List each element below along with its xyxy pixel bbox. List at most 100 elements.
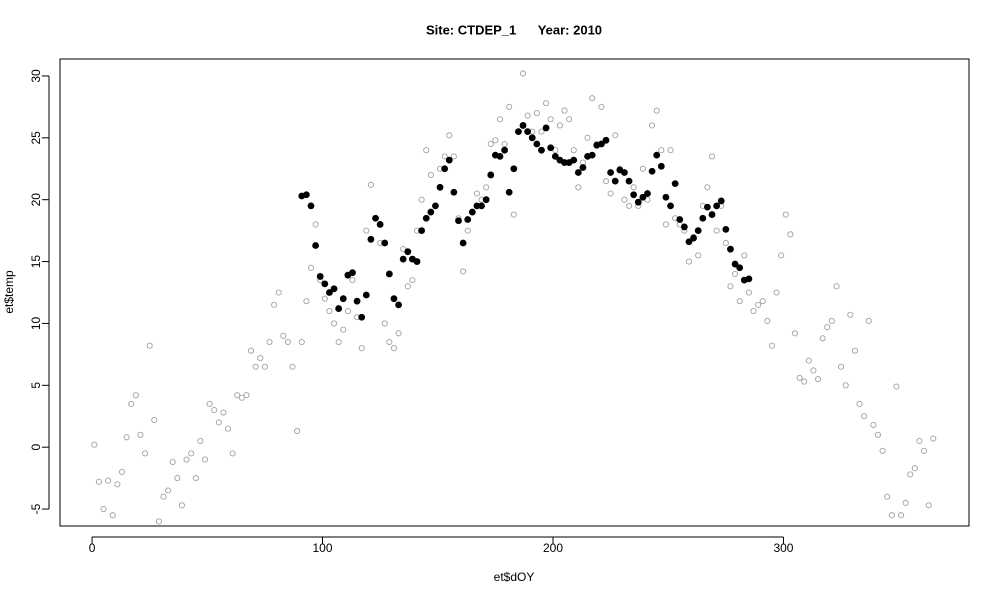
data-point [358, 313, 366, 321]
data-point [201, 456, 209, 463]
data-point [653, 151, 661, 159]
data-point [146, 342, 153, 349]
data-point [114, 481, 121, 488]
data-point [731, 260, 739, 268]
data-point [708, 153, 716, 160]
data-point [390, 345, 398, 352]
data-point [446, 132, 453, 139]
data-point [275, 289, 282, 296]
data-point [436, 183, 444, 191]
data-point [713, 227, 720, 234]
data-point [307, 264, 315, 271]
data-point [649, 122, 656, 129]
data-point [492, 137, 499, 144]
y-axis-label: et$temp [2, 270, 16, 314]
data-point [506, 103, 513, 110]
data-point [745, 289, 752, 296]
data-point [312, 221, 319, 228]
data-point [473, 190, 480, 197]
data-point [538, 128, 545, 135]
data-point [589, 95, 596, 102]
data-point [450, 153, 457, 160]
data-point [399, 255, 407, 263]
data-point [870, 421, 877, 428]
data-point [128, 400, 135, 407]
data-point [316, 273, 324, 280]
data-point [155, 518, 162, 525]
data-point [685, 258, 693, 265]
data-point [234, 392, 241, 399]
data-point [381, 239, 389, 247]
data-point [188, 450, 195, 457]
data-point [211, 407, 218, 414]
data-point [644, 190, 651, 197]
data-point [648, 167, 656, 175]
data-point [847, 311, 854, 318]
data-point [478, 202, 485, 210]
data-point [621, 196, 628, 203]
data-point [575, 184, 582, 191]
data-point [607, 190, 614, 197]
data-point [496, 116, 504, 123]
data-point [727, 283, 734, 290]
data-point [427, 208, 435, 216]
data-point [630, 184, 637, 191]
data-point [312, 242, 319, 249]
data-point [639, 193, 647, 201]
data-point [404, 248, 412, 256]
data-point [501, 140, 508, 148]
data-point [736, 298, 743, 305]
data-point [455, 217, 462, 225]
data-point [501, 146, 508, 154]
data-point [91, 441, 98, 448]
data-point [105, 477, 112, 484]
data-point [132, 392, 139, 399]
data-point [362, 291, 370, 299]
data-point [662, 221, 669, 228]
data-point [551, 152, 559, 160]
x-tick-label: 100 [312, 541, 332, 555]
data-point [879, 447, 886, 454]
data-point [828, 317, 835, 325]
data-point [524, 128, 532, 136]
data-point [653, 107, 660, 114]
data-point [685, 238, 693, 246]
data-point [372, 214, 379, 222]
x-axis-label: et$dOY [494, 570, 535, 584]
data-point [427, 171, 434, 178]
data-point [704, 184, 711, 191]
data-point [363, 227, 370, 234]
data-point [796, 374, 803, 381]
data-point [307, 202, 315, 210]
data-point [464, 227, 471, 234]
data-point [395, 330, 402, 337]
data-point [814, 376, 822, 383]
data-point [778, 252, 785, 259]
data-point [597, 140, 605, 148]
x-tick-label: 0 [89, 541, 96, 555]
data-point [745, 275, 753, 283]
data-point [838, 363, 845, 370]
data-point [487, 140, 494, 148]
data-point [422, 214, 430, 222]
plot-frame [59, 58, 970, 527]
data-point [819, 335, 826, 342]
data-point [584, 134, 591, 141]
data-point [303, 298, 310, 305]
data-point [510, 211, 517, 218]
y-tick-label: -5 [29, 503, 43, 514]
data-point [625, 177, 633, 185]
data-point [326, 308, 333, 315]
data-point [174, 475, 181, 482]
data-point [722, 225, 730, 233]
data-point [612, 132, 619, 139]
data-point [460, 268, 467, 275]
data-point [897, 512, 905, 519]
data-point [220, 409, 227, 416]
data-point [717, 197, 725, 205]
data-point [630, 191, 638, 199]
data-point [423, 147, 430, 154]
data-point [418, 227, 426, 235]
data-point [916, 437, 923, 445]
